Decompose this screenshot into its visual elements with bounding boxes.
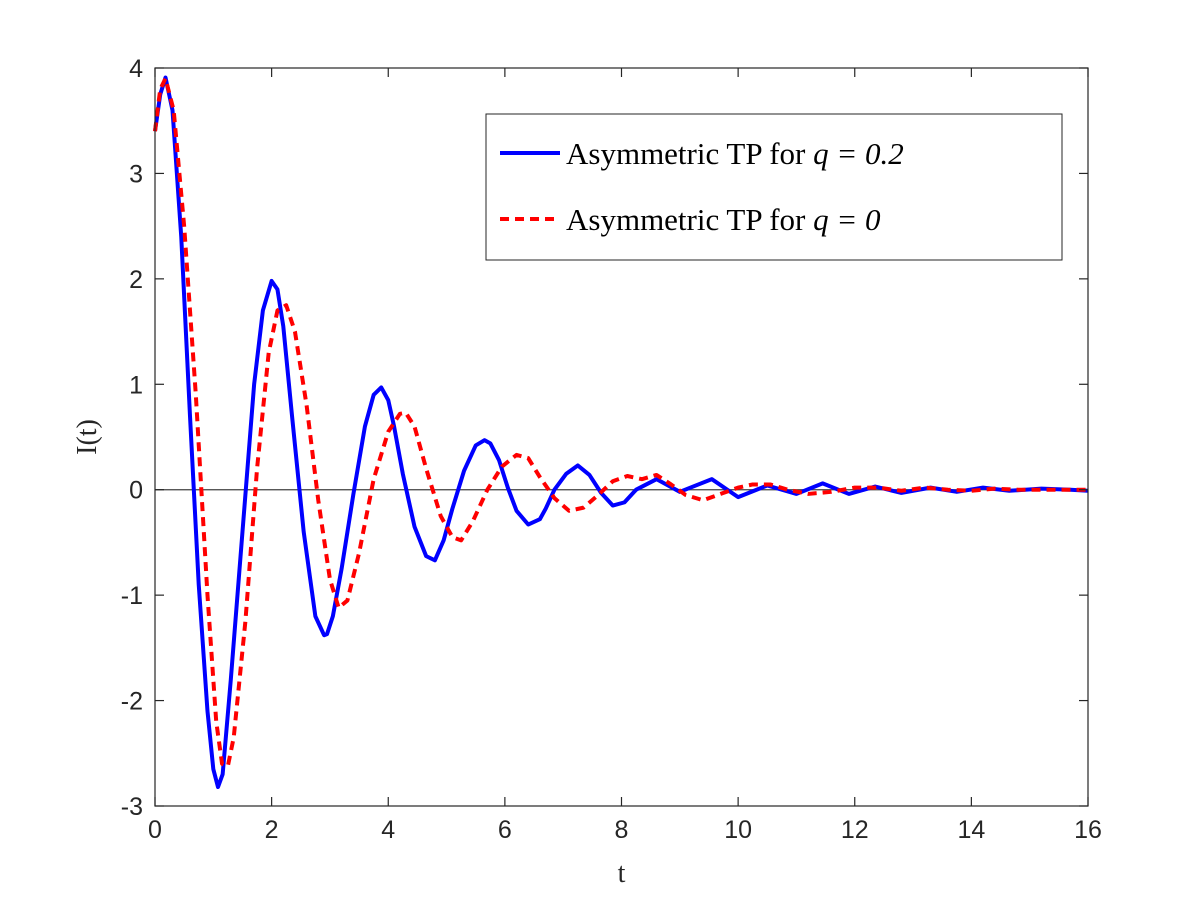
x-axis-title: t bbox=[618, 858, 626, 889]
y-axis-title: I(t) bbox=[72, 419, 103, 455]
x-tick-label: 6 bbox=[498, 816, 512, 844]
y-tick-label: 0 bbox=[129, 477, 143, 505]
series-line-2 bbox=[153, 76, 1088, 768]
y-tick-label: -3 bbox=[121, 793, 143, 821]
legend-box bbox=[485, 113, 1063, 261]
y-tick-label: 2 bbox=[129, 266, 143, 294]
x-tick-label: 14 bbox=[957, 816, 985, 844]
legend-label-series-2: Asymmetric TP for q = 0 bbox=[566, 202, 881, 237]
x-tick-label: 12 bbox=[841, 816, 869, 844]
x-tick-label: 8 bbox=[615, 816, 629, 844]
y-tick-label: -2 bbox=[121, 688, 143, 716]
x-tick-label: 16 bbox=[1074, 816, 1102, 844]
y-tick-label: 1 bbox=[129, 371, 143, 399]
y-tick-label: 3 bbox=[129, 160, 143, 188]
x-tick-label: 0 bbox=[148, 816, 162, 844]
x-tick-label: 4 bbox=[381, 816, 395, 844]
x-tick-label: 2 bbox=[265, 816, 279, 844]
y-tick-label: -1 bbox=[121, 582, 143, 610]
y-tick-label: 4 bbox=[129, 55, 143, 83]
legend: Asymmetric TP for q = 0.2 Asymmetric TP … bbox=[485, 113, 1063, 261]
x-tick-label: 10 bbox=[724, 816, 752, 844]
legend-label-series-1: Asymmetric TP for q = 0.2 bbox=[566, 136, 904, 171]
